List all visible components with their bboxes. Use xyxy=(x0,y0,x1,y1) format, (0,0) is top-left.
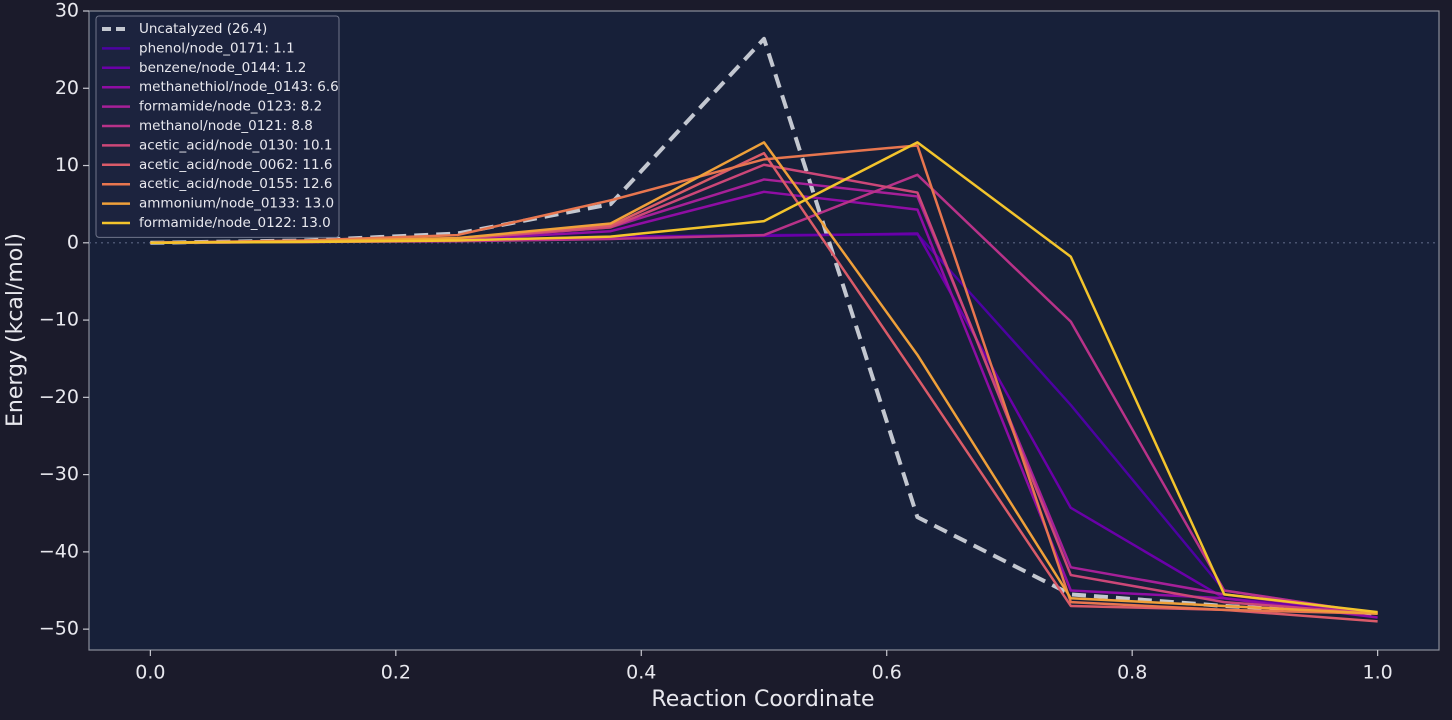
legend-label: Uncatalyzed (26.4) xyxy=(139,21,267,37)
legend-box xyxy=(95,15,340,238)
x-axis-label: Reaction Coordinate xyxy=(651,687,874,712)
x-tick-label: 0.6 xyxy=(872,662,902,684)
x-tick-label: 0.8 xyxy=(1117,662,1147,684)
y-tick-label: −50 xyxy=(39,618,79,640)
legend: Uncatalyzed (26.4) phenol/node_0171: 1.1 b… xyxy=(95,15,340,238)
y-tick-label: 20 xyxy=(55,77,79,99)
legend-label: acetic_acid/node_0155: 12.6 xyxy=(139,176,332,192)
series-line xyxy=(150,144,1378,615)
legend-label: phenol/node_0171: 1.1 xyxy=(139,40,295,56)
series-line xyxy=(150,141,1378,614)
y-tick-label: −20 xyxy=(39,386,79,408)
y-axis-label: Energy (kcal/mol) xyxy=(3,233,28,427)
y-tick-label: −40 xyxy=(39,540,79,562)
y-tick-label: 0 xyxy=(67,231,79,253)
x-tick-label: 0.4 xyxy=(626,662,656,684)
legend-label: benzene/node_0144: 1.2 xyxy=(139,60,306,76)
y-tick-label: 10 xyxy=(55,154,79,176)
legend-label: methanol/node_0121: 8.8 xyxy=(139,118,313,134)
legend-label: formamide/node_0123: 8.2 xyxy=(139,99,322,115)
y-tick-label: −10 xyxy=(39,309,79,331)
legend-label: methanethiol/node_0143: 6.6 xyxy=(139,79,339,95)
legend-label: acetic_acid/node_0130: 10.1 xyxy=(139,137,332,153)
x-tick-label: 1.0 xyxy=(1363,662,1393,684)
x-tick-label: 0.0 xyxy=(135,662,165,684)
series-line xyxy=(150,141,1378,615)
y-tick-label: −30 xyxy=(39,463,79,485)
x-tick-label: 0.2 xyxy=(381,662,411,684)
y-tick-label: 30 xyxy=(55,0,79,22)
legend-label: ammonium/node_0133: 13.0 xyxy=(139,196,334,212)
legend-label: formamide/node_0122: 13.0 xyxy=(139,215,331,231)
legend-label: acetic_acid/node_0062: 11.6 xyxy=(139,157,332,173)
